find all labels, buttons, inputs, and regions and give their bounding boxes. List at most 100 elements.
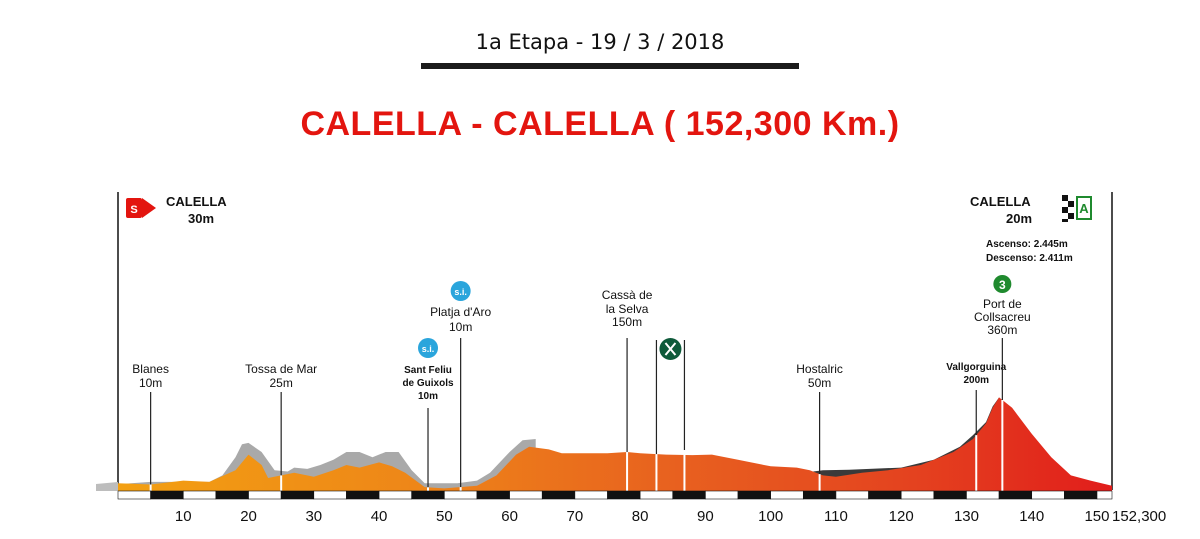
x-tick-label: 60 xyxy=(501,508,518,525)
start-block: S CALELLA 30m xyxy=(126,194,227,226)
x-tick-label: 130 xyxy=(954,508,979,525)
scale-segment xyxy=(639,490,674,500)
feed-icon-mark xyxy=(664,342,677,356)
marker-name: Collsacreu xyxy=(974,310,1031,324)
marker-alt: 25m xyxy=(269,376,292,390)
scale-segment xyxy=(933,490,967,500)
scale-segment xyxy=(705,490,739,500)
elevation-profile xyxy=(118,397,1112,491)
scale-segment xyxy=(998,490,1033,500)
scale-segment xyxy=(248,490,282,500)
x-tick-label: 30 xyxy=(305,508,322,525)
ascent-stat: Ascenso: 2.445m xyxy=(986,239,1068,250)
scale-segment xyxy=(541,490,576,500)
x-tick-label: 80 xyxy=(632,508,649,525)
marker-name: Platja d'Aro xyxy=(430,305,491,319)
scale-segment xyxy=(1064,490,1098,500)
x-tick-label: 40 xyxy=(371,508,388,525)
x-tick-label: 50 xyxy=(436,508,453,525)
scale-segment xyxy=(966,490,1000,500)
marker-alt: 200m xyxy=(963,375,989,386)
scale-segment xyxy=(672,490,706,500)
sprint-badge-text: s.i. xyxy=(454,287,467,297)
scale-segment xyxy=(574,490,608,500)
marker-feed-zone xyxy=(655,338,686,491)
sprint-badge-text: s.i. xyxy=(422,344,435,354)
marker-alt: 360m xyxy=(987,323,1017,337)
x-tick-label: 140 xyxy=(1019,508,1044,525)
scale-segment xyxy=(1096,490,1113,500)
scale-segment xyxy=(770,490,804,500)
lead-in-shadow xyxy=(96,482,118,491)
scale-segment xyxy=(346,490,380,500)
start-name: CALELLA xyxy=(166,194,227,209)
x-tick-label: 10 xyxy=(175,508,192,525)
finish-name: CALELLA xyxy=(970,194,1031,209)
marker-alt: 10m xyxy=(418,391,438,402)
sprint-badge-icon xyxy=(418,338,439,358)
kom-badge-text: 3 xyxy=(999,278,1006,292)
x-tick-label: 120 xyxy=(889,508,914,525)
scale-segment xyxy=(835,490,869,500)
scale-segment xyxy=(215,490,249,500)
stage-date: 1a Etapa - 19 / 3 / 2018 xyxy=(475,30,725,54)
marker-alt: 50m xyxy=(808,376,831,390)
marker-name: Sant Feliu xyxy=(404,365,452,376)
sprint-badge-icon xyxy=(450,281,471,301)
x-tick-label: 150 xyxy=(1084,508,1109,525)
marker-name: de Guixols xyxy=(402,378,454,389)
marker-vallgorguina: Vallgorguina 200m xyxy=(946,362,1007,491)
scale-segment xyxy=(182,490,217,500)
scale-segment xyxy=(150,490,184,500)
scale-segment xyxy=(476,490,510,500)
marker-sant-feliu-de-guixols: s.i. Sant Feliu de Guixols 10m xyxy=(402,338,454,491)
route-title: CALELLA - CALELLA ( 152,300 Km.) xyxy=(300,105,900,143)
descent-stat: Descenso: 2.411m xyxy=(986,253,1073,264)
finish-alt: 20m xyxy=(1006,211,1032,226)
scale-segment xyxy=(868,490,902,500)
marker-name: Port de xyxy=(983,297,1022,311)
finish-block: CALELLA 20m A Ascenso: 2.445m Descenso: … xyxy=(970,194,1092,264)
x-tick-label: 100 xyxy=(758,508,783,525)
scale-segment xyxy=(509,490,543,500)
x-tick-label: 70 xyxy=(567,508,584,525)
scale-segment xyxy=(280,490,315,500)
marker-name: Cassà de xyxy=(602,288,653,302)
checkered-flag-icon xyxy=(1062,195,1074,222)
scale-segment xyxy=(607,490,641,500)
finish-badge-text: A xyxy=(1079,201,1089,216)
x-end-label: 152,300 xyxy=(1112,508,1166,525)
scale-segment xyxy=(378,490,412,500)
scale-segment xyxy=(117,490,151,500)
start-flag-icon xyxy=(126,198,156,218)
x-tick-labels: 10 20 30 40 50 60 70 80 90 100 110 120 130 140 150 xyxy=(175,508,1110,525)
scale-segment xyxy=(1031,490,1065,500)
marker-alt: 10m xyxy=(139,376,162,390)
x-tick-label: 110 xyxy=(824,508,848,525)
finish-badge-box xyxy=(1076,196,1092,220)
kom-badge-icon xyxy=(993,275,1012,293)
start-alt: 30m xyxy=(188,211,214,226)
marker-alt: 150m xyxy=(612,315,642,329)
scale-segment xyxy=(900,490,935,500)
marker-name: la Selva xyxy=(606,302,649,316)
scale-segment xyxy=(737,490,771,500)
scale-segment xyxy=(313,490,347,500)
x-tick-label: 20 xyxy=(240,508,257,525)
scale-segment xyxy=(411,490,445,500)
marker-name: Tossa de Mar xyxy=(245,362,317,376)
marker-alt: 10m xyxy=(449,320,472,334)
scale-segment xyxy=(444,490,478,500)
marker-name: Vallgorguina xyxy=(946,362,1006,373)
start-badge-text: S xyxy=(130,204,137,216)
scale-segment xyxy=(802,490,837,500)
stage-underline xyxy=(421,63,799,69)
